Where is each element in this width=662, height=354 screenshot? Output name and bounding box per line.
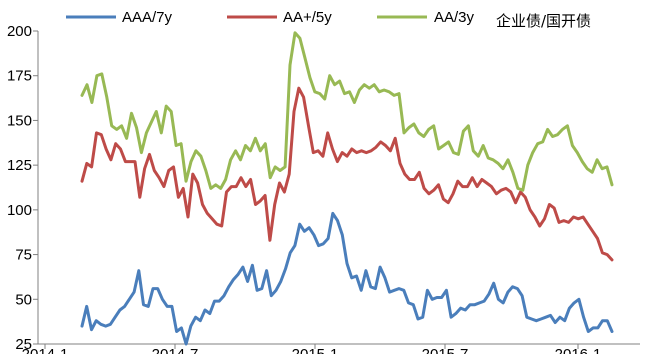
y-tick-label: 125 bbox=[7, 157, 32, 174]
y-tick-label: 200 bbox=[7, 23, 32, 40]
y-tick-label: 50 bbox=[15, 291, 32, 308]
x-tick-label: 2014-7 bbox=[152, 346, 199, 354]
y-tick-label: 75 bbox=[15, 247, 32, 264]
x-tick-label: 2014-1 bbox=[22, 346, 69, 354]
unit-annotation: 企业债/国开债 bbox=[496, 12, 591, 30]
x-tick-label: 2016-1 bbox=[555, 346, 602, 354]
x-tick-label: 2015-7 bbox=[422, 346, 469, 354]
series-layer bbox=[80, 31, 614, 346]
legend-label: AA/3y bbox=[434, 9, 475, 26]
x-tick-label: 2015-1 bbox=[292, 346, 339, 354]
plot-area: 25 50 75 100 125 150 175 200 2014-1 2014-7 2015-1… bbox=[7, 23, 640, 354]
series-line-aa-5y bbox=[80, 86, 614, 262]
y-tick-label: 25 bbox=[15, 336, 32, 353]
legend-label: AAA/7y bbox=[122, 9, 173, 26]
y-tick-label: 175 bbox=[7, 68, 32, 85]
y-axis: 25 50 75 100 125 150 175 200 bbox=[7, 23, 38, 353]
x-axis: 2014-1 2014-7 2015-1 2015-7 2016-1 bbox=[22, 344, 602, 354]
series-line-aaa-7y bbox=[80, 211, 614, 346]
series-line-aa-3y bbox=[80, 31, 614, 192]
y-tick-label: 100 bbox=[7, 202, 32, 219]
legend-label: AA+/5y bbox=[283, 9, 332, 26]
y-tick-label: 150 bbox=[7, 112, 32, 129]
legend: AAA/7y AA+/5y AA/3y bbox=[66, 9, 475, 26]
